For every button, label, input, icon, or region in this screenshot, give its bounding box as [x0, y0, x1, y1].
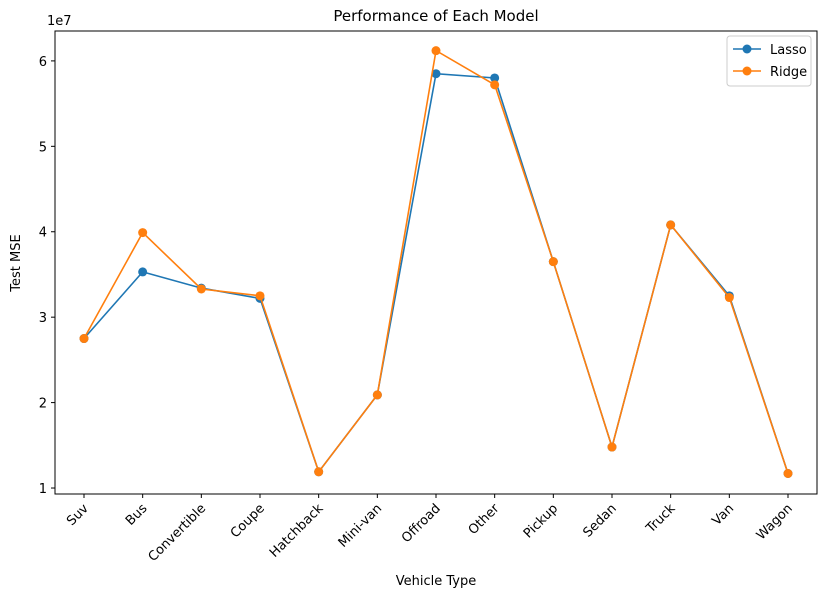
data-point-ridge-4	[314, 467, 324, 477]
data-point-ridge-12	[783, 468, 793, 478]
y-tick-label-2: 3	[39, 311, 47, 326]
data-point-lasso-6	[431, 69, 441, 79]
data-point-ridge-3	[255, 291, 265, 301]
x-tick-label-11: Van	[710, 501, 738, 529]
y-tick-label-1: 2	[39, 397, 47, 412]
y-tick-label-0: 1	[39, 482, 47, 497]
x-tick-label-6: Offroad	[399, 501, 444, 546]
x-tick-label-9: Sedan	[580, 501, 619, 540]
data-point-ridge-2	[196, 284, 206, 294]
x-tick-label-7: Other	[466, 501, 503, 538]
x-tick-label-4: Hatchback	[267, 501, 327, 561]
x-tick-label-8: Pickup	[521, 501, 561, 541]
data-point-lasso-1	[138, 267, 148, 277]
x-tick-label-0: Suv	[64, 501, 92, 529]
legend-label-ridge: Ridge	[770, 65, 807, 80]
y-tick-label-5: 6	[39, 55, 47, 70]
series-line-lasso	[83, 72, 789, 474]
x-tick-label-12: Wagon	[754, 501, 796, 543]
x-tick-label-3: Coupe	[228, 501, 268, 541]
x-tick-label-1: Bus	[123, 501, 151, 529]
y-tick-label-4: 5	[39, 140, 47, 155]
legend-marker-lasso	[742, 44, 752, 54]
x-axis-label: Vehicle Type	[396, 574, 476, 589]
data-point-ridge-9	[607, 442, 617, 452]
data-point-ridge-6	[431, 46, 441, 56]
series-line-ridge	[83, 49, 789, 474]
data-point-ridge-11	[724, 293, 734, 303]
chart-title: Performance of Each Model	[333, 7, 538, 25]
x-tick-label-2: Convertible	[146, 501, 210, 565]
x-tick-label-10: Truck	[643, 501, 679, 537]
legend-label-lasso: Lasso	[770, 43, 807, 58]
data-point-ridge-0	[79, 334, 89, 344]
y-axis-label: Test MSE	[9, 234, 24, 292]
y-tick-label-3: 4	[39, 226, 47, 241]
data-point-ridge-10	[666, 220, 676, 230]
data-point-ridge-5	[372, 390, 382, 400]
data-point-lasso-7	[490, 73, 500, 83]
legend-marker-ridge	[742, 66, 752, 76]
legend: Lasso Ridge	[726, 35, 812, 87]
data-point-ridge-1	[138, 228, 148, 238]
data-point-ridge-8	[548, 257, 558, 267]
y-multiplier-label: 1e7	[47, 14, 72, 29]
data-point-ridge-7	[490, 80, 500, 90]
x-tick-label-5: Mini-van	[336, 501, 385, 550]
